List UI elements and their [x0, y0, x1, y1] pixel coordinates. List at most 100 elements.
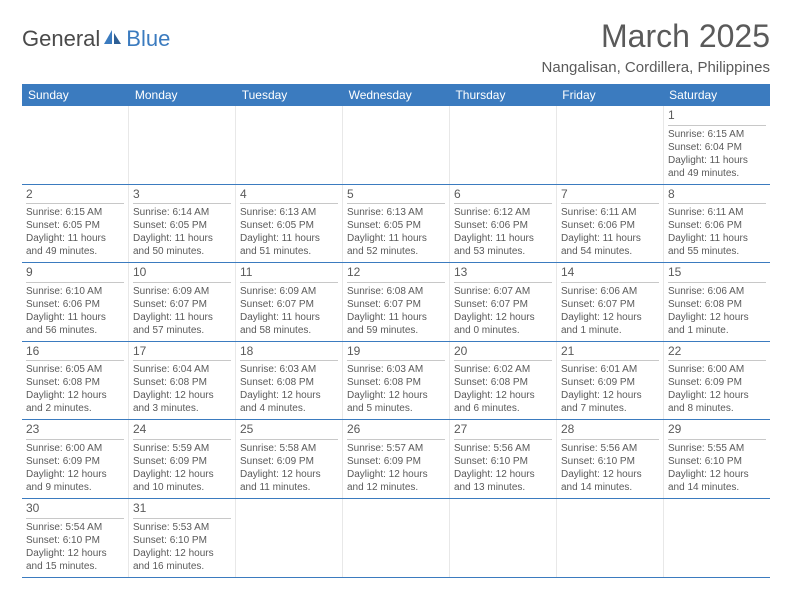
calendar: SundayMondayTuesdayWednesdayThursdayFrid…: [22, 84, 770, 578]
day-cell: 27Sunrise: 5:56 AMSunset: 6:10 PMDayligh…: [450, 420, 557, 498]
week-row: 2Sunrise: 6:15 AMSunset: 6:05 PMDaylight…: [22, 185, 770, 264]
sunrise-text: Sunrise: 6:15 AM: [668, 128, 766, 141]
sunset-text: Sunset: 6:10 PM: [454, 455, 552, 468]
daylight-text: Daylight: 12 hours: [454, 389, 552, 402]
page-title: March 2025: [542, 18, 770, 55]
day-number: 24: [133, 422, 231, 440]
daylight-text: and 55 minutes.: [668, 245, 766, 258]
day-cell: 21Sunrise: 6:01 AMSunset: 6:09 PMDayligh…: [557, 342, 664, 420]
day-cell: 13Sunrise: 6:07 AMSunset: 6:07 PMDayligh…: [450, 263, 557, 341]
daylight-text: Daylight: 11 hours: [454, 232, 552, 245]
sunset-text: Sunset: 6:06 PM: [561, 219, 659, 232]
title-block: March 2025 Nangalisan, Cordillera, Phili…: [542, 18, 770, 76]
daylight-text: Daylight: 12 hours: [26, 389, 124, 402]
daylight-text: and 0 minutes.: [454, 324, 552, 337]
daylight-text: and 11 minutes.: [240, 481, 338, 494]
daylight-text: and 56 minutes.: [26, 324, 124, 337]
sunset-text: Sunset: 6:08 PM: [26, 376, 124, 389]
sunset-text: Sunset: 6:09 PM: [26, 455, 124, 468]
day-number: 16: [26, 344, 124, 362]
day-cell: 28Sunrise: 5:56 AMSunset: 6:10 PMDayligh…: [557, 420, 664, 498]
day-cell: 6Sunrise: 6:12 AMSunset: 6:06 PMDaylight…: [450, 185, 557, 263]
sunset-text: Sunset: 6:04 PM: [668, 141, 766, 154]
empty-day-cell: [343, 499, 450, 577]
sail-icon: [102, 26, 124, 52]
daylight-text: Daylight: 11 hours: [668, 154, 766, 167]
sunrise-text: Sunrise: 6:00 AM: [668, 363, 766, 376]
daylight-text: Daylight: 12 hours: [668, 389, 766, 402]
day-cell: 15Sunrise: 6:06 AMSunset: 6:08 PMDayligh…: [664, 263, 770, 341]
location-subtitle: Nangalisan, Cordillera, Philippines: [542, 59, 770, 76]
sunset-text: Sunset: 6:09 PM: [668, 376, 766, 389]
sunrise-text: Sunrise: 5:57 AM: [347, 442, 445, 455]
day-number: 22: [668, 344, 766, 362]
empty-day-cell: [450, 106, 557, 184]
day-number: 20: [454, 344, 552, 362]
daylight-text: Daylight: 12 hours: [26, 468, 124, 481]
weekday-header: Wednesday: [343, 84, 450, 106]
daylight-text: and 54 minutes.: [561, 245, 659, 258]
weekday-header: Friday: [556, 84, 663, 106]
day-cell: 5Sunrise: 6:13 AMSunset: 6:05 PMDaylight…: [343, 185, 450, 263]
day-cell: 16Sunrise: 6:05 AMSunset: 6:08 PMDayligh…: [22, 342, 129, 420]
sunrise-text: Sunrise: 5:54 AM: [26, 521, 124, 534]
day-number: 6: [454, 187, 552, 205]
day-cell: 25Sunrise: 5:58 AMSunset: 6:09 PMDayligh…: [236, 420, 343, 498]
day-cell: 9Sunrise: 6:10 AMSunset: 6:06 PMDaylight…: [22, 263, 129, 341]
sunset-text: Sunset: 6:10 PM: [561, 455, 659, 468]
sunset-text: Sunset: 6:09 PM: [133, 455, 231, 468]
day-cell: 10Sunrise: 6:09 AMSunset: 6:07 PMDayligh…: [129, 263, 236, 341]
empty-day-cell: [557, 499, 664, 577]
sunset-text: Sunset: 6:07 PM: [240, 298, 338, 311]
sunrise-text: Sunrise: 6:03 AM: [240, 363, 338, 376]
daylight-text: Daylight: 12 hours: [454, 311, 552, 324]
header: General Blue March 2025 Nangalisan, Cord…: [22, 18, 770, 76]
sunrise-text: Sunrise: 6:00 AM: [26, 442, 124, 455]
day-number: 17: [133, 344, 231, 362]
day-cell: 24Sunrise: 5:59 AMSunset: 6:09 PMDayligh…: [129, 420, 236, 498]
sunset-text: Sunset: 6:07 PM: [347, 298, 445, 311]
sunrise-text: Sunrise: 6:13 AM: [240, 206, 338, 219]
daylight-text: and 1 minute.: [668, 324, 766, 337]
sunset-text: Sunset: 6:06 PM: [454, 219, 552, 232]
day-number: 27: [454, 422, 552, 440]
daylight-text: and 49 minutes.: [26, 245, 124, 258]
daylight-text: and 14 minutes.: [668, 481, 766, 494]
sunset-text: Sunset: 6:06 PM: [668, 219, 766, 232]
sunrise-text: Sunrise: 6:09 AM: [133, 285, 231, 298]
sunset-text: Sunset: 6:10 PM: [133, 534, 231, 547]
day-number: 4: [240, 187, 338, 205]
daylight-text: Daylight: 11 hours: [26, 232, 124, 245]
sunrise-text: Sunrise: 6:11 AM: [561, 206, 659, 219]
empty-day-cell: [450, 499, 557, 577]
sunset-text: Sunset: 6:08 PM: [347, 376, 445, 389]
sunrise-text: Sunrise: 6:06 AM: [561, 285, 659, 298]
weekday-header-row: SundayMondayTuesdayWednesdayThursdayFrid…: [22, 84, 770, 106]
day-number: 1: [668, 108, 766, 126]
day-number: 31: [133, 501, 231, 519]
sunrise-text: Sunrise: 6:14 AM: [133, 206, 231, 219]
sunrise-text: Sunrise: 6:02 AM: [454, 363, 552, 376]
sunset-text: Sunset: 6:05 PM: [26, 219, 124, 232]
sunrise-text: Sunrise: 6:04 AM: [133, 363, 231, 376]
empty-day-cell: [236, 106, 343, 184]
daylight-text: Daylight: 12 hours: [454, 468, 552, 481]
day-number: 7: [561, 187, 659, 205]
daylight-text: Daylight: 11 hours: [133, 232, 231, 245]
day-number: 9: [26, 265, 124, 283]
sunset-text: Sunset: 6:09 PM: [561, 376, 659, 389]
week-row: 9Sunrise: 6:10 AMSunset: 6:06 PMDaylight…: [22, 263, 770, 342]
empty-day-cell: [129, 106, 236, 184]
daylight-text: Daylight: 11 hours: [347, 311, 445, 324]
weekday-header: Monday: [129, 84, 236, 106]
sunrise-text: Sunrise: 6:07 AM: [454, 285, 552, 298]
day-cell: 20Sunrise: 6:02 AMSunset: 6:08 PMDayligh…: [450, 342, 557, 420]
sunrise-text: Sunrise: 6:10 AM: [26, 285, 124, 298]
day-cell: 7Sunrise: 6:11 AMSunset: 6:06 PMDaylight…: [557, 185, 664, 263]
daylight-text: Daylight: 12 hours: [668, 311, 766, 324]
sunset-text: Sunset: 6:05 PM: [133, 219, 231, 232]
day-number: 13: [454, 265, 552, 283]
empty-day-cell: [22, 106, 129, 184]
daylight-text: and 15 minutes.: [26, 560, 124, 573]
sunset-text: Sunset: 6:07 PM: [133, 298, 231, 311]
